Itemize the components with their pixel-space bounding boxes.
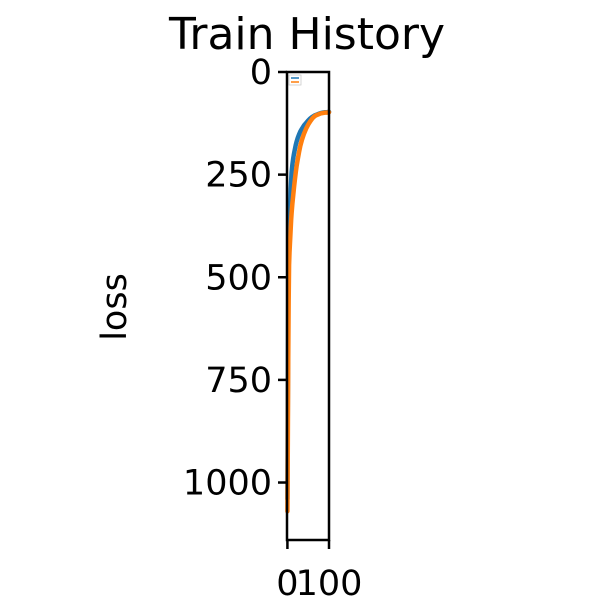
y-axis-label: loss <box>95 273 135 341</box>
plot-frame <box>285 70 331 542</box>
x-tick-label: 100 <box>296 564 363 600</box>
y-tick-label: 0 <box>250 53 272 93</box>
legend-box <box>288 74 302 86</box>
legend <box>288 74 302 86</box>
y-tick-label: 250 <box>205 156 272 196</box>
x-tick-label: 0 <box>276 564 298 600</box>
y-tick-label: 500 <box>205 258 272 298</box>
series-line-2 <box>285 109 332 514</box>
y-tick-label: 750 <box>205 361 272 401</box>
y-tick-label: 1000 <box>183 464 272 504</box>
series-layer <box>285 109 332 514</box>
series-line-1 <box>285 109 332 502</box>
chart-title: Train History <box>168 9 445 60</box>
